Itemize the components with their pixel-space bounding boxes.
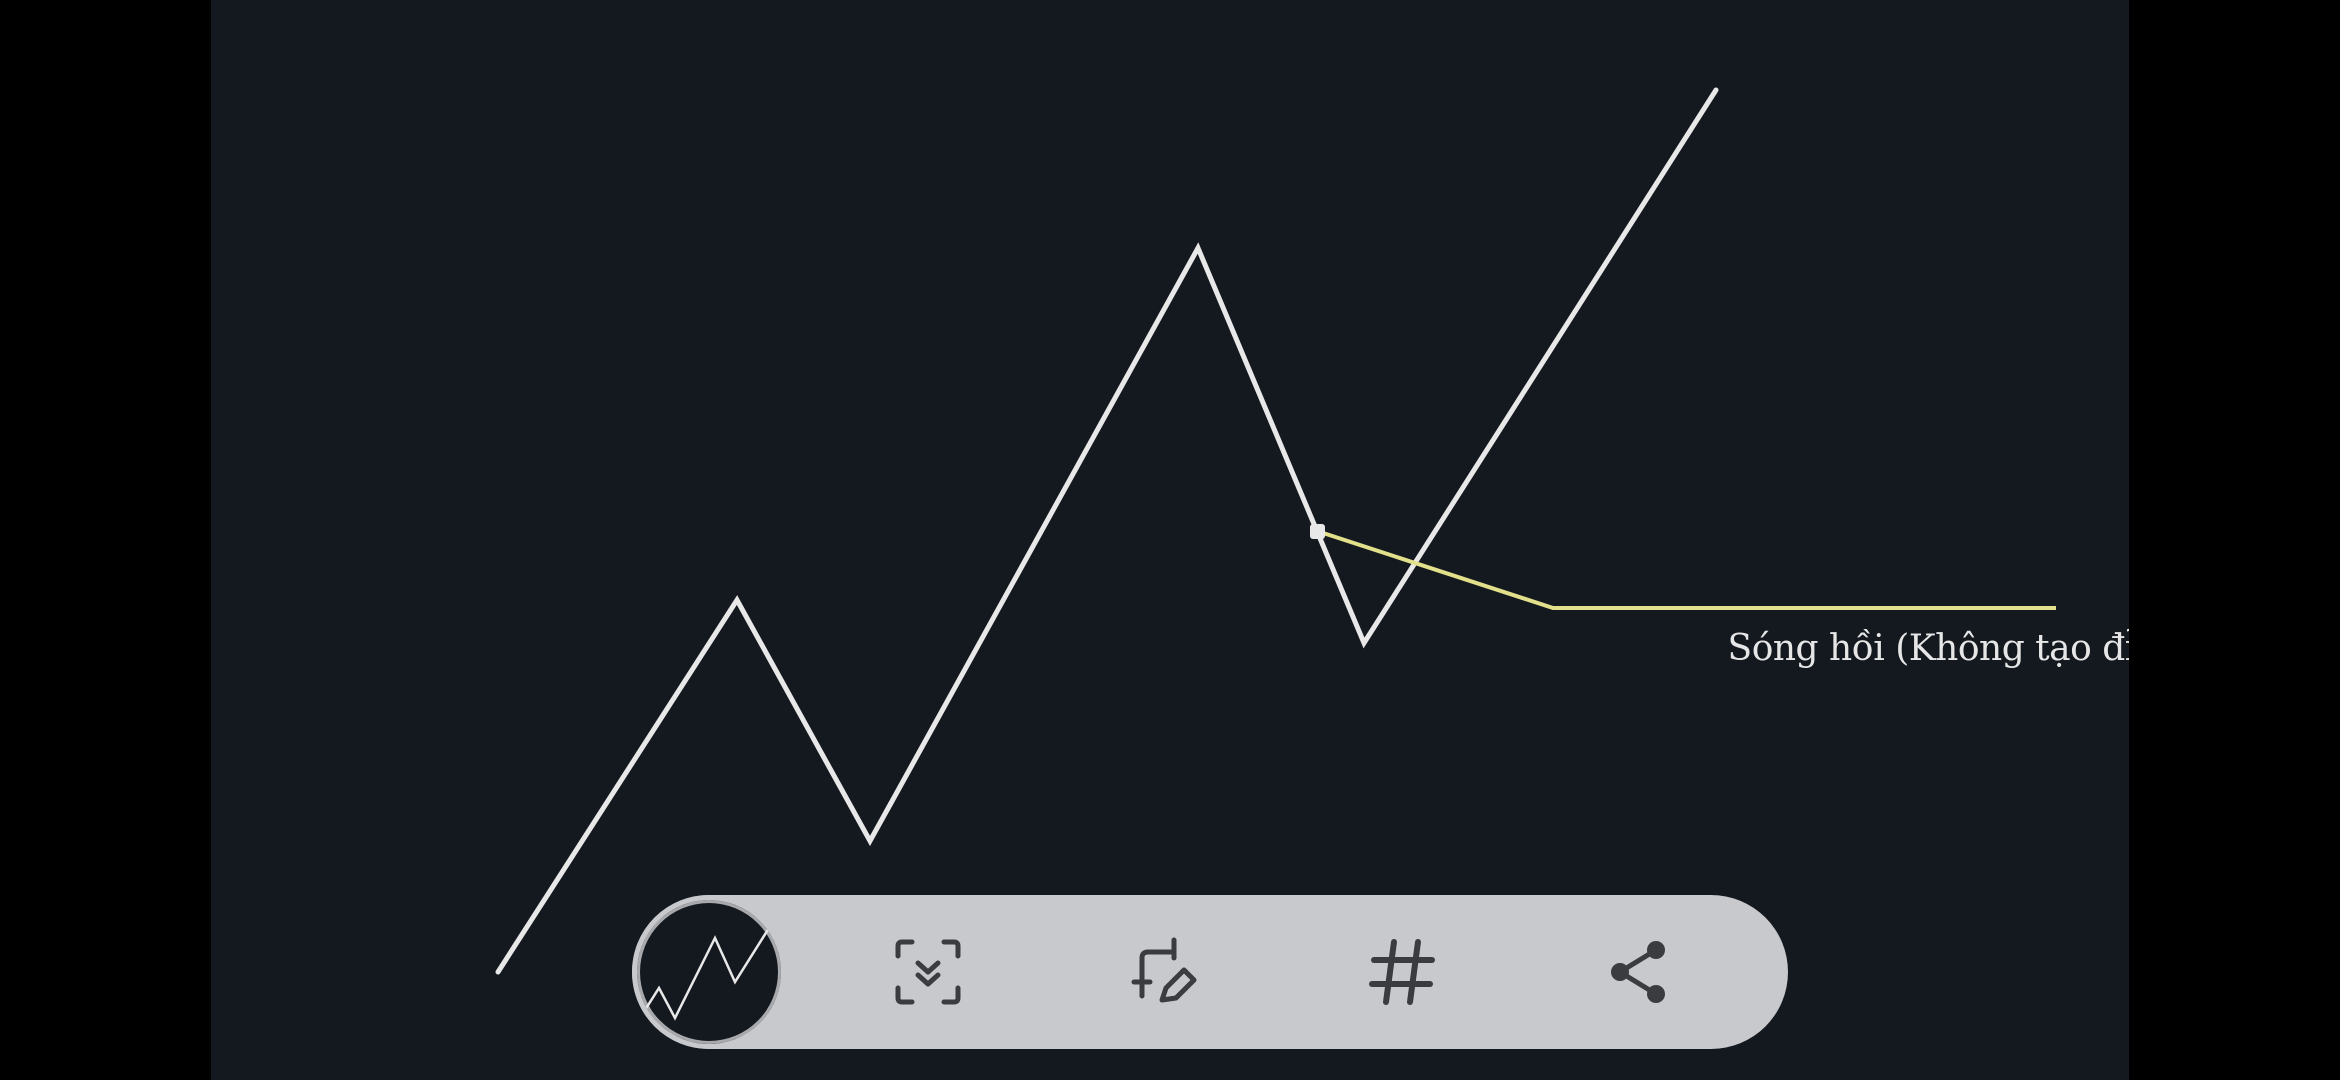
screenshot-toolbar: [632, 895, 1788, 1049]
preview-thumbnail[interactable]: [632, 895, 786, 1049]
tag-button[interactable]: [1352, 922, 1452, 1022]
crop-pencil-icon: [1131, 937, 1197, 1003]
wave-drawing: [495, 87, 2056, 975]
scroll-capture-icon: [895, 939, 961, 1005]
crop-edit-button[interactable]: [1116, 922, 1216, 1022]
hashtag-icon: [1369, 939, 1435, 1005]
annotation-anchor-point: [1310, 524, 1325, 539]
annotation-label: Sóng hồi (Không tạo đỉnh đáy): [1727, 628, 2129, 669]
share-button[interactable]: [1590, 922, 1690, 1022]
share-icon: [1611, 941, 1665, 1003]
annotation-pointer-line: [1316, 529, 2056, 610]
zigzag-chart-icon: [643, 927, 771, 1021]
wave-line: [495, 87, 1719, 975]
scroll-capture-button[interactable]: [878, 922, 978, 1022]
